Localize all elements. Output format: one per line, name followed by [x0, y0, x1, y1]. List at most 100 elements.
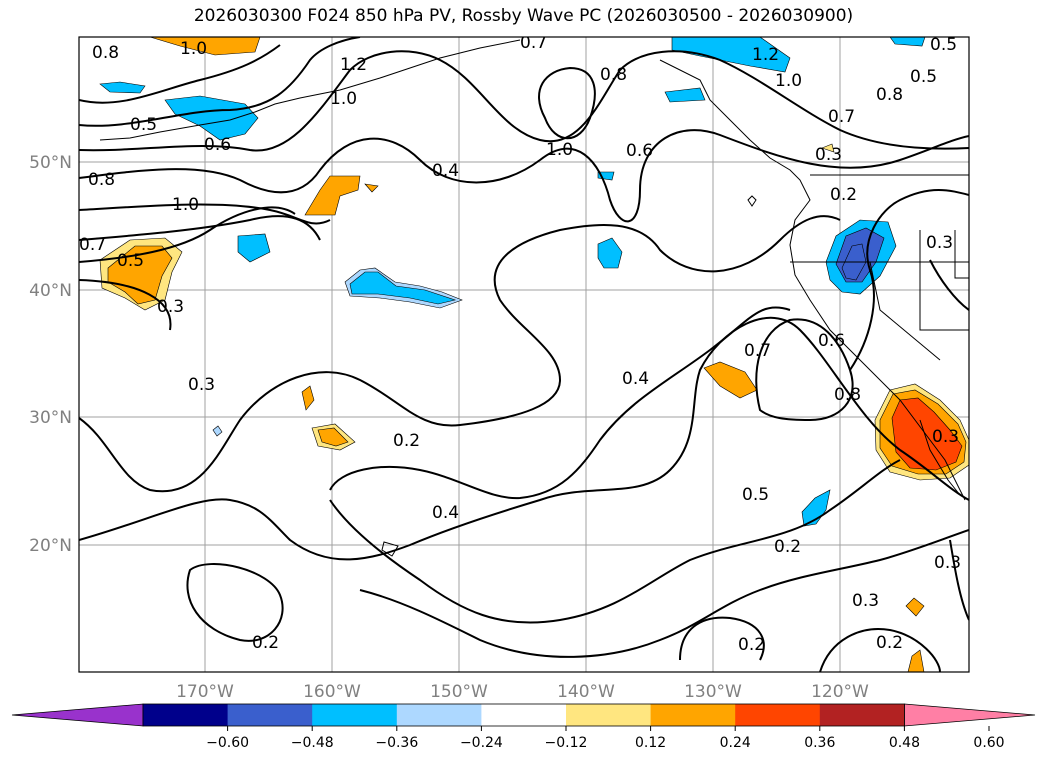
- shade-negative: [212, 425, 223, 437]
- lat-label-20n: 20°N: [29, 536, 72, 556]
- lat-label-50n: 50°N: [29, 153, 72, 173]
- shade-positive: [107, 245, 173, 305]
- shade-negative: [889, 37, 926, 47]
- contour-label: 0.2: [393, 431, 420, 451]
- colorbar-tick-label: −0.60: [206, 735, 249, 751]
- lon-label-160w: 160°W: [303, 682, 361, 702]
- contour-label: 0.3: [852, 591, 879, 611]
- contour-label: 0.2: [830, 185, 857, 205]
- contour-label: 0.4: [432, 161, 459, 181]
- colorbar-tick-label: −0.24: [460, 735, 503, 751]
- colorbar-tick-label: −0.12: [545, 735, 588, 751]
- colorbar-extend-left: [11, 703, 144, 727]
- colorbar-tick-label: 0.12: [635, 735, 666, 751]
- colorbar-segment: [227, 704, 313, 726]
- colorbar-ticks: −0.60 −0.48 −0.36 −0.24 −0.12 0.12 0.24 0.36 0.4…: [206, 726, 1005, 751]
- shade-negative: [664, 87, 706, 103]
- contour-label: 1.0: [330, 89, 357, 109]
- lon-label-150w: 150°W: [430, 682, 488, 702]
- contour-label: 0.4: [622, 369, 649, 389]
- coastlines: [99, 39, 969, 557]
- shade-negative: [99, 81, 146, 94]
- colorbar-tick-label: 0.60: [973, 735, 1004, 751]
- colorbar: [11, 703, 1036, 727]
- shade-positive: [301, 385, 315, 411]
- colorbar-extend-right: [904, 703, 1036, 727]
- contour-label: 0.8: [876, 85, 903, 105]
- latitude-labels: 50°N 40°N 30°N 20°N: [29, 153, 72, 556]
- colorbar-segment: [819, 704, 905, 726]
- contour-label: 0.2: [774, 537, 801, 557]
- graticule: [79, 37, 969, 672]
- shade-positive: [317, 427, 349, 447]
- lon-label-170w: 170°W: [176, 682, 234, 702]
- contour-label: 1.0: [546, 140, 573, 160]
- contour-label: 0.5: [117, 251, 144, 271]
- shade-positive: [821, 143, 835, 153]
- contour-label: 0.6: [626, 141, 653, 161]
- colorbar-tick-label: −0.48: [291, 735, 334, 751]
- contour-label: 0.2: [876, 633, 903, 653]
- contour-label: 0.8: [92, 43, 119, 63]
- contour-label: 0.2: [738, 635, 765, 655]
- colorbar-frame: [142, 703, 905, 727]
- lat-label-40n: 40°N: [29, 281, 72, 301]
- colorbar-segment: [396, 704, 482, 726]
- contour-label: 0.5: [130, 115, 157, 135]
- colorbar-tick-label: 0.24: [720, 735, 751, 751]
- shade-negative: [349, 271, 457, 305]
- colorbar-tick-label: 0.36: [804, 735, 835, 751]
- contour-label: 0.5: [742, 485, 769, 505]
- contour-label: 0.3: [926, 233, 953, 253]
- shade-negative: [164, 95, 259, 141]
- colorbar-segment: [481, 704, 567, 726]
- lon-label-120w: 120°W: [811, 682, 869, 702]
- colorbar-segment: [312, 704, 398, 726]
- lon-label-140w: 140°W: [557, 682, 615, 702]
- contour-label: 0.7: [520, 33, 547, 53]
- contour-label: 0.3: [932, 427, 959, 447]
- pv-shading: [99, 37, 969, 672]
- contour-label: 0.5: [930, 35, 957, 55]
- contour-label: 0.3: [188, 375, 215, 395]
- lat-label-30n: 30°N: [29, 408, 72, 428]
- contour-label: 0.8: [834, 385, 861, 405]
- contour-label: 0.7: [744, 341, 771, 361]
- contour-labels: 0.8 1.0 0.5 0.6 0.8 1.0 0.7 0.5 0.3 1.2 …: [79, 33, 961, 655]
- colorbar-segment: [566, 704, 652, 726]
- map-frame: [78, 36, 970, 673]
- contour-label: 1.0: [775, 71, 802, 91]
- shade-positive: [149, 37, 261, 56]
- contour-label: 1.0: [172, 195, 199, 215]
- colorbar-tick-label: 0.48: [889, 735, 920, 751]
- shade-positive: [364, 183, 379, 193]
- contour-label: 0.2: [252, 633, 279, 653]
- contour-label: 1.0: [180, 39, 207, 59]
- longitude-labels: 170°W 160°W 150°W 140°W 130°W 120°W: [176, 682, 869, 702]
- shade-positive: [907, 649, 925, 672]
- contour-label: 0.3: [934, 553, 961, 573]
- contour-label: 0.8: [88, 170, 115, 190]
- contour-label: 1.2: [340, 55, 367, 75]
- chart-title: 2026030300 F024 850 hPa PV, Rossby Wave …: [193, 6, 854, 26]
- contour-label: 0.6: [818, 331, 845, 351]
- contour-label: 1.2: [752, 45, 779, 65]
- colorbar-segment: [143, 704, 229, 726]
- shade-negative: [597, 237, 623, 269]
- pv-contours: [79, 37, 969, 672]
- contour-label: 0.7: [828, 107, 855, 127]
- colorbar-tick-label: −0.36: [375, 735, 418, 751]
- contour-label: 0.4: [432, 503, 459, 523]
- shade-negative: [237, 233, 271, 263]
- contour-label: 0.7: [79, 235, 106, 255]
- shade-positive: [891, 397, 963, 471]
- colorbar-segment: [735, 704, 821, 726]
- colorbar-segment: [650, 704, 736, 726]
- contour-label: 0.6: [204, 135, 231, 155]
- shade-positive: [905, 597, 925, 617]
- contour-label: 0.3: [815, 145, 842, 165]
- shade-positive: [304, 175, 361, 216]
- lon-label-130w: 130°W: [684, 682, 742, 702]
- contour-label: 0.5: [910, 67, 937, 87]
